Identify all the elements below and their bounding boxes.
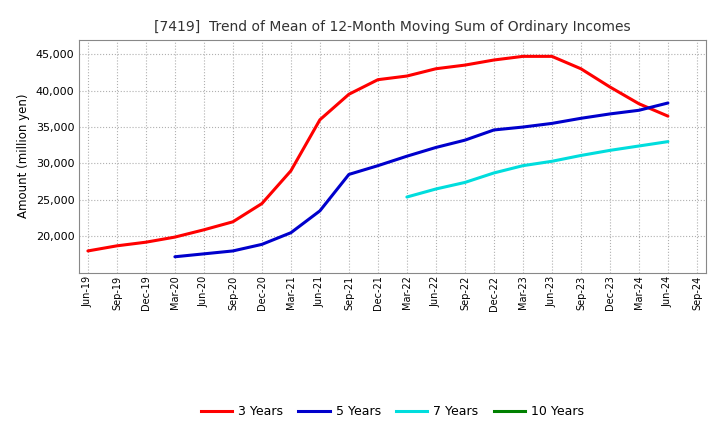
7 Years xyxy=(606,148,614,153)
3 Years xyxy=(606,84,614,90)
Line: 7 Years: 7 Years xyxy=(407,142,668,197)
3 Years xyxy=(518,54,527,59)
5 Years xyxy=(345,172,354,177)
5 Years xyxy=(606,111,614,117)
7 Years xyxy=(402,194,411,200)
5 Years xyxy=(577,116,585,121)
3 Years xyxy=(228,219,237,224)
Line: 3 Years: 3 Years xyxy=(88,56,668,251)
5 Years xyxy=(664,100,672,106)
5 Years xyxy=(315,208,324,213)
7 Years xyxy=(461,180,469,185)
3 Years xyxy=(374,77,382,82)
7 Years xyxy=(548,159,557,164)
3 Years xyxy=(142,239,150,245)
5 Years xyxy=(374,163,382,169)
3 Years xyxy=(112,243,121,249)
3 Years xyxy=(84,248,92,253)
5 Years xyxy=(287,230,295,235)
7 Years xyxy=(490,170,498,176)
5 Years xyxy=(258,242,266,247)
7 Years xyxy=(577,153,585,158)
5 Years xyxy=(518,125,527,130)
5 Years xyxy=(171,254,179,260)
3 Years xyxy=(634,101,643,106)
5 Years xyxy=(228,248,237,253)
5 Years xyxy=(461,138,469,143)
5 Years xyxy=(402,154,411,159)
3 Years xyxy=(461,62,469,68)
5 Years xyxy=(634,108,643,113)
3 Years xyxy=(258,201,266,206)
7 Years xyxy=(634,143,643,149)
3 Years xyxy=(402,73,411,79)
3 Years xyxy=(345,92,354,97)
5 Years xyxy=(199,251,208,257)
5 Years xyxy=(431,145,440,150)
5 Years xyxy=(548,121,557,126)
3 Years xyxy=(548,54,557,59)
Title: [7419]  Trend of Mean of 12-Month Moving Sum of Ordinary Incomes: [7419] Trend of Mean of 12-Month Moving … xyxy=(154,20,631,34)
3 Years xyxy=(171,235,179,240)
Legend: 3 Years, 5 Years, 7 Years, 10 Years: 3 Years, 5 Years, 7 Years, 10 Years xyxy=(196,400,589,423)
3 Years xyxy=(664,114,672,119)
3 Years xyxy=(315,117,324,122)
5 Years xyxy=(490,127,498,132)
Line: 5 Years: 5 Years xyxy=(175,103,668,257)
3 Years xyxy=(431,66,440,71)
7 Years xyxy=(431,187,440,192)
Y-axis label: Amount (million yen): Amount (million yen) xyxy=(17,94,30,218)
7 Years xyxy=(664,139,672,144)
3 Years xyxy=(287,168,295,173)
3 Years xyxy=(577,66,585,71)
3 Years xyxy=(199,227,208,232)
7 Years xyxy=(518,163,527,169)
3 Years xyxy=(490,57,498,62)
